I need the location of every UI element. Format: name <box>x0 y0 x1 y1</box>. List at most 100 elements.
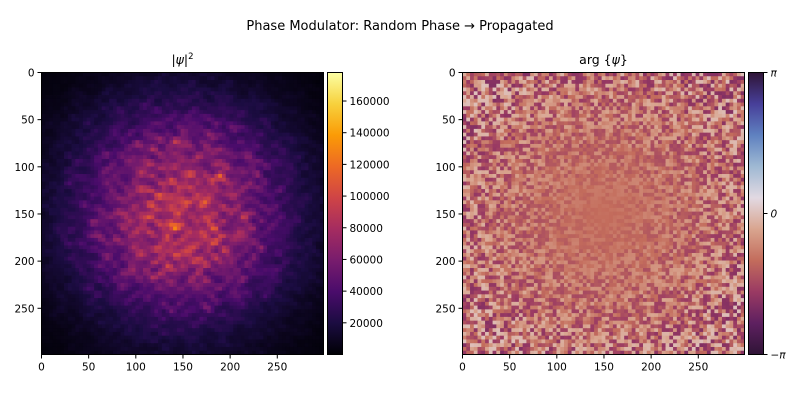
intensity-cell <box>188 264 193 269</box>
intensity-cell <box>218 222 223 228</box>
intensity-cell <box>41 249 46 254</box>
intensity-cell <box>289 316 294 322</box>
intensity-cell <box>60 313 65 318</box>
intensity-cell <box>259 132 264 137</box>
intensity-cell <box>116 196 121 201</box>
intensity-cell <box>293 316 298 322</box>
intensity-cell <box>308 189 313 194</box>
intensity-cell <box>101 215 106 220</box>
intensity-cell <box>225 316 230 322</box>
intensity-cell <box>165 309 170 314</box>
intensity-cell <box>210 196 215 201</box>
intensity-cell <box>165 264 170 269</box>
intensity-cell <box>131 286 136 291</box>
intensity-cell <box>64 226 69 231</box>
intensity-cell <box>150 113 155 119</box>
intensity-cell <box>293 106 298 111</box>
intensity-cell <box>199 147 204 152</box>
intensity-cell <box>169 275 174 280</box>
intensity-cell <box>127 252 133 258</box>
intensity-cell <box>233 87 238 92</box>
intensity-cell <box>191 181 197 186</box>
intensity-cell <box>278 309 283 314</box>
intensity-cell <box>169 136 174 141</box>
intensity-cell <box>304 249 309 254</box>
intensity-cell <box>319 113 324 119</box>
intensity-cell <box>127 158 133 164</box>
intensity-cell <box>49 283 54 288</box>
intensity-cell <box>180 80 185 85</box>
intensity-cell <box>112 80 118 85</box>
intensity-cell <box>60 237 65 243</box>
intensity-cell <box>300 72 306 77</box>
intensity-cell <box>75 106 80 111</box>
intensity-cell <box>285 102 291 107</box>
intensity-cell <box>90 113 95 119</box>
intensity-cell <box>188 316 193 322</box>
intensity-cell <box>169 309 174 314</box>
intensity-cell <box>161 271 166 276</box>
intensity-cell <box>176 260 182 265</box>
intensity-cell <box>248 83 253 88</box>
intensity-cell <box>308 113 313 119</box>
intensity-cell <box>161 275 166 280</box>
intensity-cell <box>188 196 193 201</box>
intensity-cell <box>146 230 151 235</box>
intensity-cell <box>203 207 208 213</box>
intensity-cell <box>86 256 91 261</box>
intensity-cell <box>315 264 321 269</box>
intensity-cell <box>270 252 276 258</box>
intensity-cell <box>41 279 46 284</box>
intensity-cell <box>180 106 185 111</box>
intensity-cell <box>94 234 99 239</box>
intensity-cell <box>41 245 46 250</box>
intensity-cell <box>274 219 279 224</box>
intensity-cell <box>146 76 151 81</box>
intensity-cell <box>173 128 178 134</box>
intensity-cell <box>52 162 57 167</box>
intensity-cell <box>146 222 151 228</box>
intensity-cell <box>79 256 84 261</box>
intensity-cell <box>90 181 95 186</box>
intensity-cell <box>124 128 129 134</box>
intensity-cell <box>64 219 69 224</box>
intensity-cell <box>158 174 163 179</box>
intensity-cell <box>203 252 208 258</box>
intensity-cell <box>71 309 76 314</box>
intensity-cell <box>64 110 69 115</box>
intensity-cell <box>210 219 215 224</box>
intensity-cell <box>97 268 103 273</box>
intensity-cell <box>169 143 174 149</box>
intensity-cell <box>45 166 50 171</box>
intensity-cell <box>248 87 253 92</box>
intensity-cell <box>248 185 253 190</box>
intensity-cell <box>139 256 144 261</box>
intensity-cell <box>210 155 215 160</box>
intensity-cell <box>109 166 114 171</box>
intensity-cell <box>297 275 302 280</box>
intensity-cell <box>221 219 227 224</box>
intensity-cell <box>112 219 118 224</box>
intensity-cell <box>56 264 61 269</box>
intensity-cell <box>150 313 155 318</box>
intensity-cell <box>278 252 283 258</box>
intensity-cell <box>308 151 313 156</box>
intensity-cell <box>263 226 268 231</box>
intensity-cell <box>120 80 125 85</box>
intensity-cell <box>82 83 88 88</box>
intensity-cell <box>285 95 291 100</box>
intensity-cell <box>169 316 174 322</box>
intensity-cell <box>64 260 69 265</box>
intensity-cell <box>56 162 61 167</box>
intensity-cell <box>195 200 200 205</box>
intensity-cell <box>94 155 99 160</box>
intensity-cell <box>319 158 324 164</box>
intensity-cell <box>244 237 249 243</box>
intensity-cell <box>270 249 276 254</box>
intensity-cell <box>221 275 227 280</box>
intensity-cell <box>112 158 118 164</box>
intensity-cell <box>52 95 57 100</box>
intensity-cell <box>285 286 291 291</box>
intensity-cell <box>315 147 321 152</box>
intensity-cell <box>109 234 114 239</box>
